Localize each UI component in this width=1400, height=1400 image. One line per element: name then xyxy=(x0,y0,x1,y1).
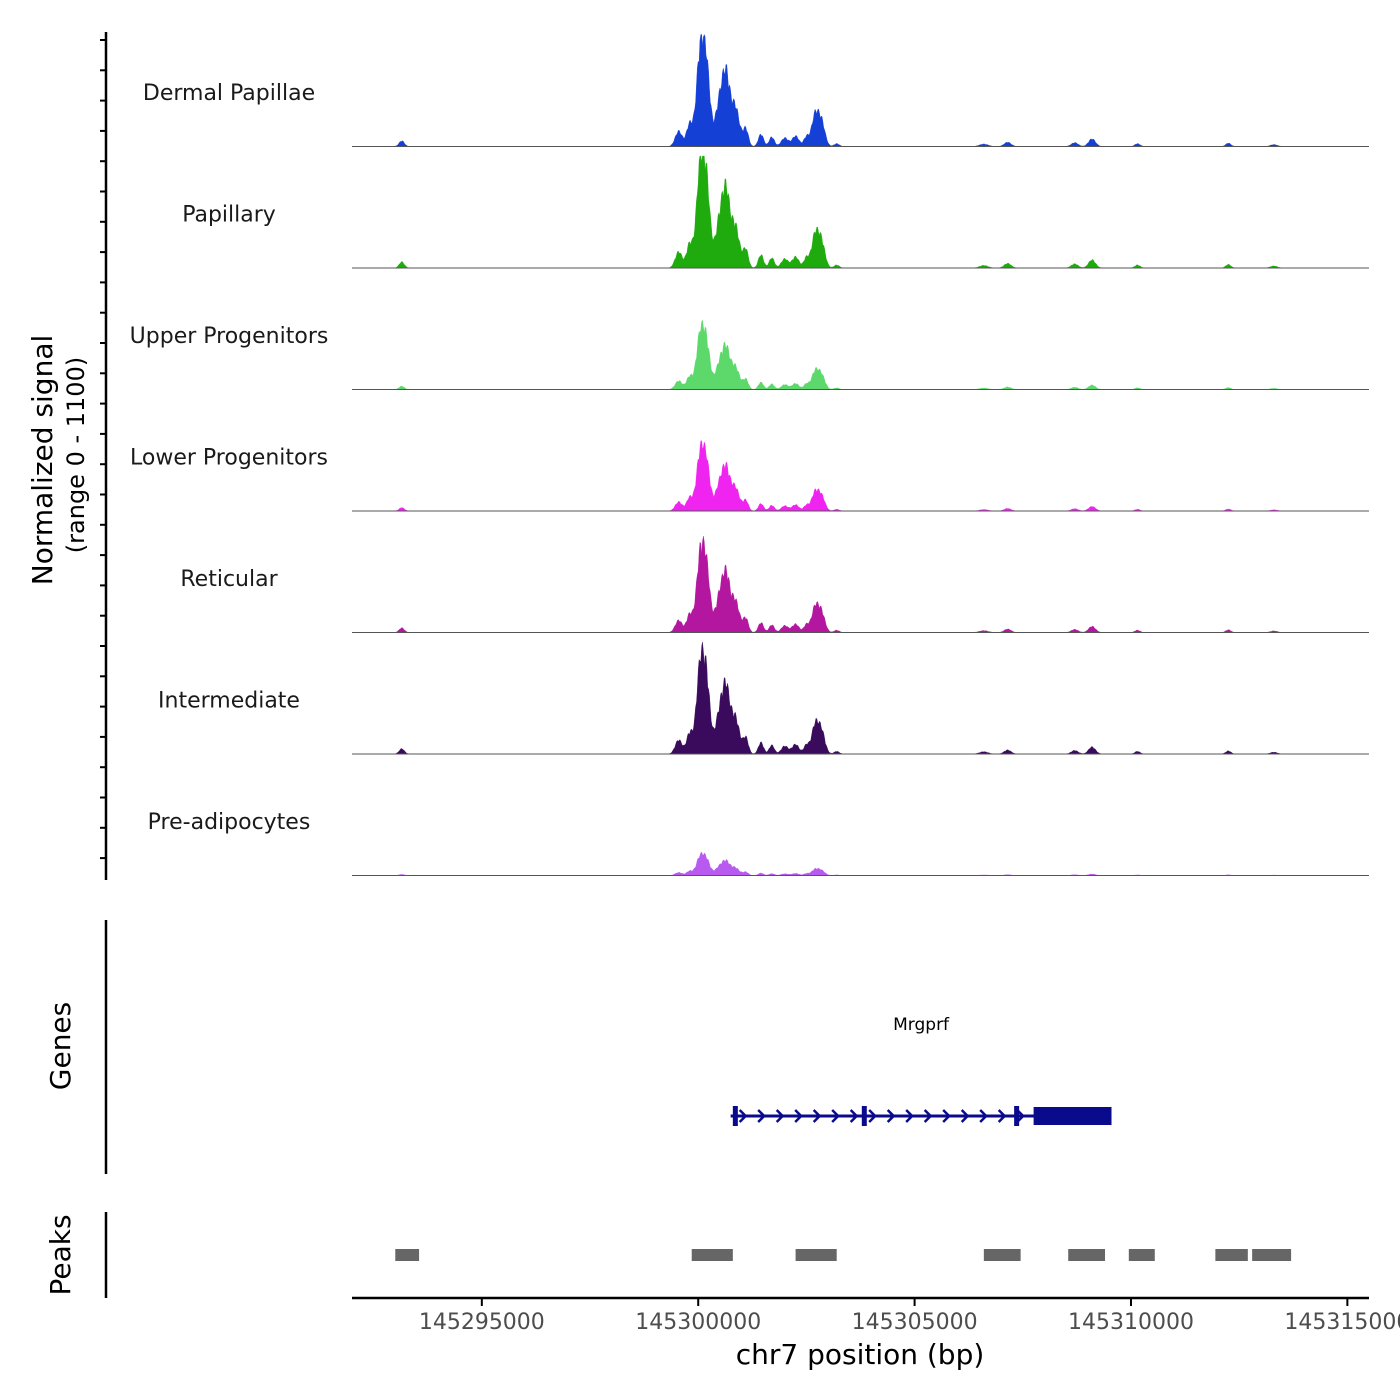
peak-region xyxy=(1215,1249,1248,1261)
strand-arrow xyxy=(868,1109,877,1123)
strand-arrow xyxy=(757,1109,766,1123)
track-label: Upper Progenitors xyxy=(130,324,329,349)
strand-arrow xyxy=(849,1109,859,1123)
coverage-area xyxy=(352,33,1369,147)
coverage-area xyxy=(352,440,1369,512)
peak-region xyxy=(691,1249,733,1261)
genes-track-label: Genes xyxy=(44,1002,77,1090)
strand-arrow xyxy=(942,1109,951,1123)
gene-exon xyxy=(732,1106,738,1126)
strand-arrow xyxy=(923,1109,933,1123)
peak-region xyxy=(983,1249,1021,1261)
coverage-area xyxy=(352,319,1369,390)
coverage-tracks: Dermal Papillae Papillary Upper Progenitor… xyxy=(130,33,1369,876)
coverage-area xyxy=(352,536,1369,633)
x-tick-label: 145305000 xyxy=(852,1310,978,1335)
y-axis-title-line2: (range 0 - 1100) xyxy=(62,357,90,553)
gene-name-label: Mrgprf xyxy=(893,1015,950,1035)
strand-arrow xyxy=(1016,1109,1025,1123)
strand-arrow xyxy=(905,1109,914,1123)
strand-arrow xyxy=(812,1109,822,1123)
peak-track xyxy=(395,1249,1292,1261)
gene-mrgprf: Mrgprf xyxy=(730,1015,1112,1126)
track-upper-progenitors: Upper Progenitors xyxy=(130,319,1369,390)
track-pre-adipocytes: Pre-adipocytes xyxy=(148,810,1369,876)
track-label: Intermediate xyxy=(158,689,300,714)
track-papillary: Papillary xyxy=(182,155,1369,269)
gene-exon xyxy=(1014,1106,1020,1126)
track-dermal-papillae: Dermal Papillae xyxy=(143,33,1369,147)
strand-arrow xyxy=(979,1109,988,1123)
x-tick-label: 145300000 xyxy=(635,1310,761,1335)
peak-region xyxy=(1068,1249,1106,1261)
track-label: Dermal Papillae xyxy=(143,81,315,106)
peak-region xyxy=(1252,1249,1292,1261)
gene-exon xyxy=(861,1106,867,1126)
coverage-area xyxy=(352,642,1369,755)
track-label: Pre-adipocytes xyxy=(148,810,311,835)
strand-arrow xyxy=(960,1109,970,1123)
gene-annotation-track: Mrgprf xyxy=(730,1015,1112,1126)
strand-arrow xyxy=(831,1109,840,1123)
peak-region xyxy=(395,1249,420,1261)
track-lower-progenitors: Lower Progenitors xyxy=(130,440,1369,512)
gene-exon xyxy=(1033,1107,1112,1125)
strand-arrow xyxy=(886,1109,896,1123)
strand-arrow xyxy=(794,1109,803,1123)
strand-arrow xyxy=(775,1109,785,1123)
y-axis-title-line1: Normalized signal xyxy=(26,335,59,586)
coverage-area xyxy=(352,155,1369,269)
x-tick-label: 145310000 xyxy=(1068,1310,1194,1335)
coverage-area xyxy=(352,851,1369,876)
track-reticular: Reticular xyxy=(180,536,1369,633)
x-tick-label: 145315000 xyxy=(1284,1310,1400,1335)
track-label: Papillary xyxy=(182,203,276,228)
strand-arrow xyxy=(738,1109,748,1123)
x-tick-label: 145295000 xyxy=(419,1310,545,1335)
peaks-track-label: Peaks xyxy=(44,1214,77,1295)
signal-y-axis xyxy=(100,32,108,880)
peak-region xyxy=(795,1249,837,1261)
x-axis-ticks: 145295000 145300000 145305000 145310000 1453… xyxy=(419,1298,1400,1335)
track-intermediate: Intermediate xyxy=(158,642,1369,755)
x-axis-title: chr7 position (bp) xyxy=(736,1338,985,1371)
track-label: Reticular xyxy=(180,567,278,592)
track-label: Lower Progenitors xyxy=(130,446,328,471)
peak-region xyxy=(1128,1249,1155,1261)
strand-arrow xyxy=(997,1109,1007,1123)
